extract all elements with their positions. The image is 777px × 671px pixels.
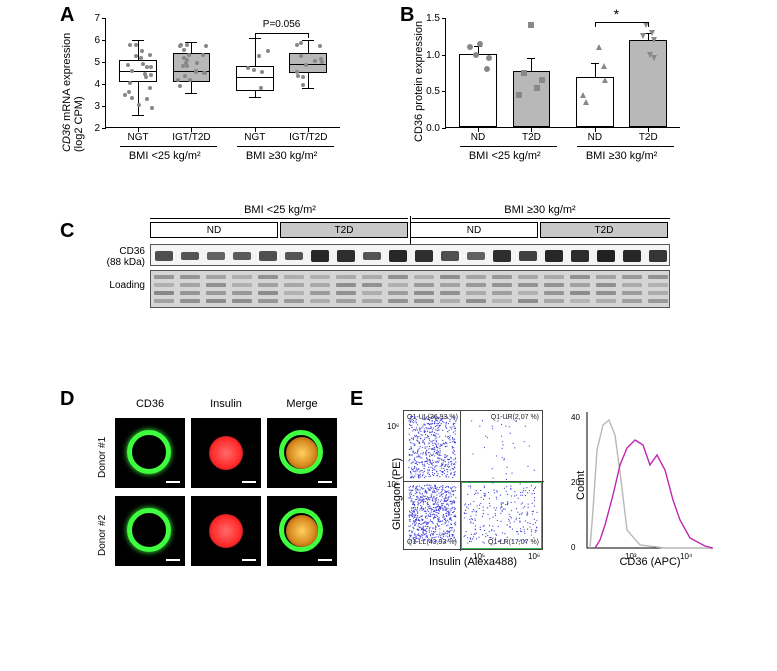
panel-c-label: C (60, 220, 74, 243)
fluor-image (115, 418, 185, 488)
panel-b-chart: CD36 protein expression 0.00.51.01.5NDT2… (435, 12, 690, 182)
fluor-image (267, 418, 337, 488)
fluor-image (191, 418, 261, 488)
fluor-image (115, 496, 185, 566)
panel-a-label: A (60, 4, 74, 27)
panel-d-images: CD36InsulinMergeDonor #1Donor #2 (95, 400, 330, 630)
panel-c-western: BMI <25 kg/m²BMI ≥30 kg/m²NDT2DNDT2DCD36… (95, 218, 690, 338)
flow-histogram (585, 410, 715, 550)
panel-b-plot: 0.00.51.01.5NDT2DNDT2DBMI <25 kg/m²BMI ≥… (445, 18, 680, 128)
panel-a-plot: 234567NGTIGT/T2DNGTIGT/T2DBMI <25 kg/m²B… (105, 18, 340, 128)
panel-a-ylabel-text: CD36 mRNA expression(log2 CPM) (61, 33, 85, 152)
fluor-image (267, 496, 337, 566)
panel-e-label: E (350, 388, 363, 411)
panel-a-ylabel: CD36 mRNA expression(log2 CPM) (61, 33, 85, 152)
panel-a-chart: CD36 mRNA expression(log2 CPM) 234567NGT… (95, 12, 350, 182)
panel-e-flow: Q1-UL(36,93 %)Q1-UR(2,07 %)Q1-LL(43,93 %… (385, 400, 725, 630)
flow-scatter: Q1-UL(36,93 %)Q1-UR(2,07 %)Q1-LL(43,93 %… (403, 410, 543, 550)
panel-d-label: D (60, 388, 74, 411)
fluor-image (191, 496, 261, 566)
